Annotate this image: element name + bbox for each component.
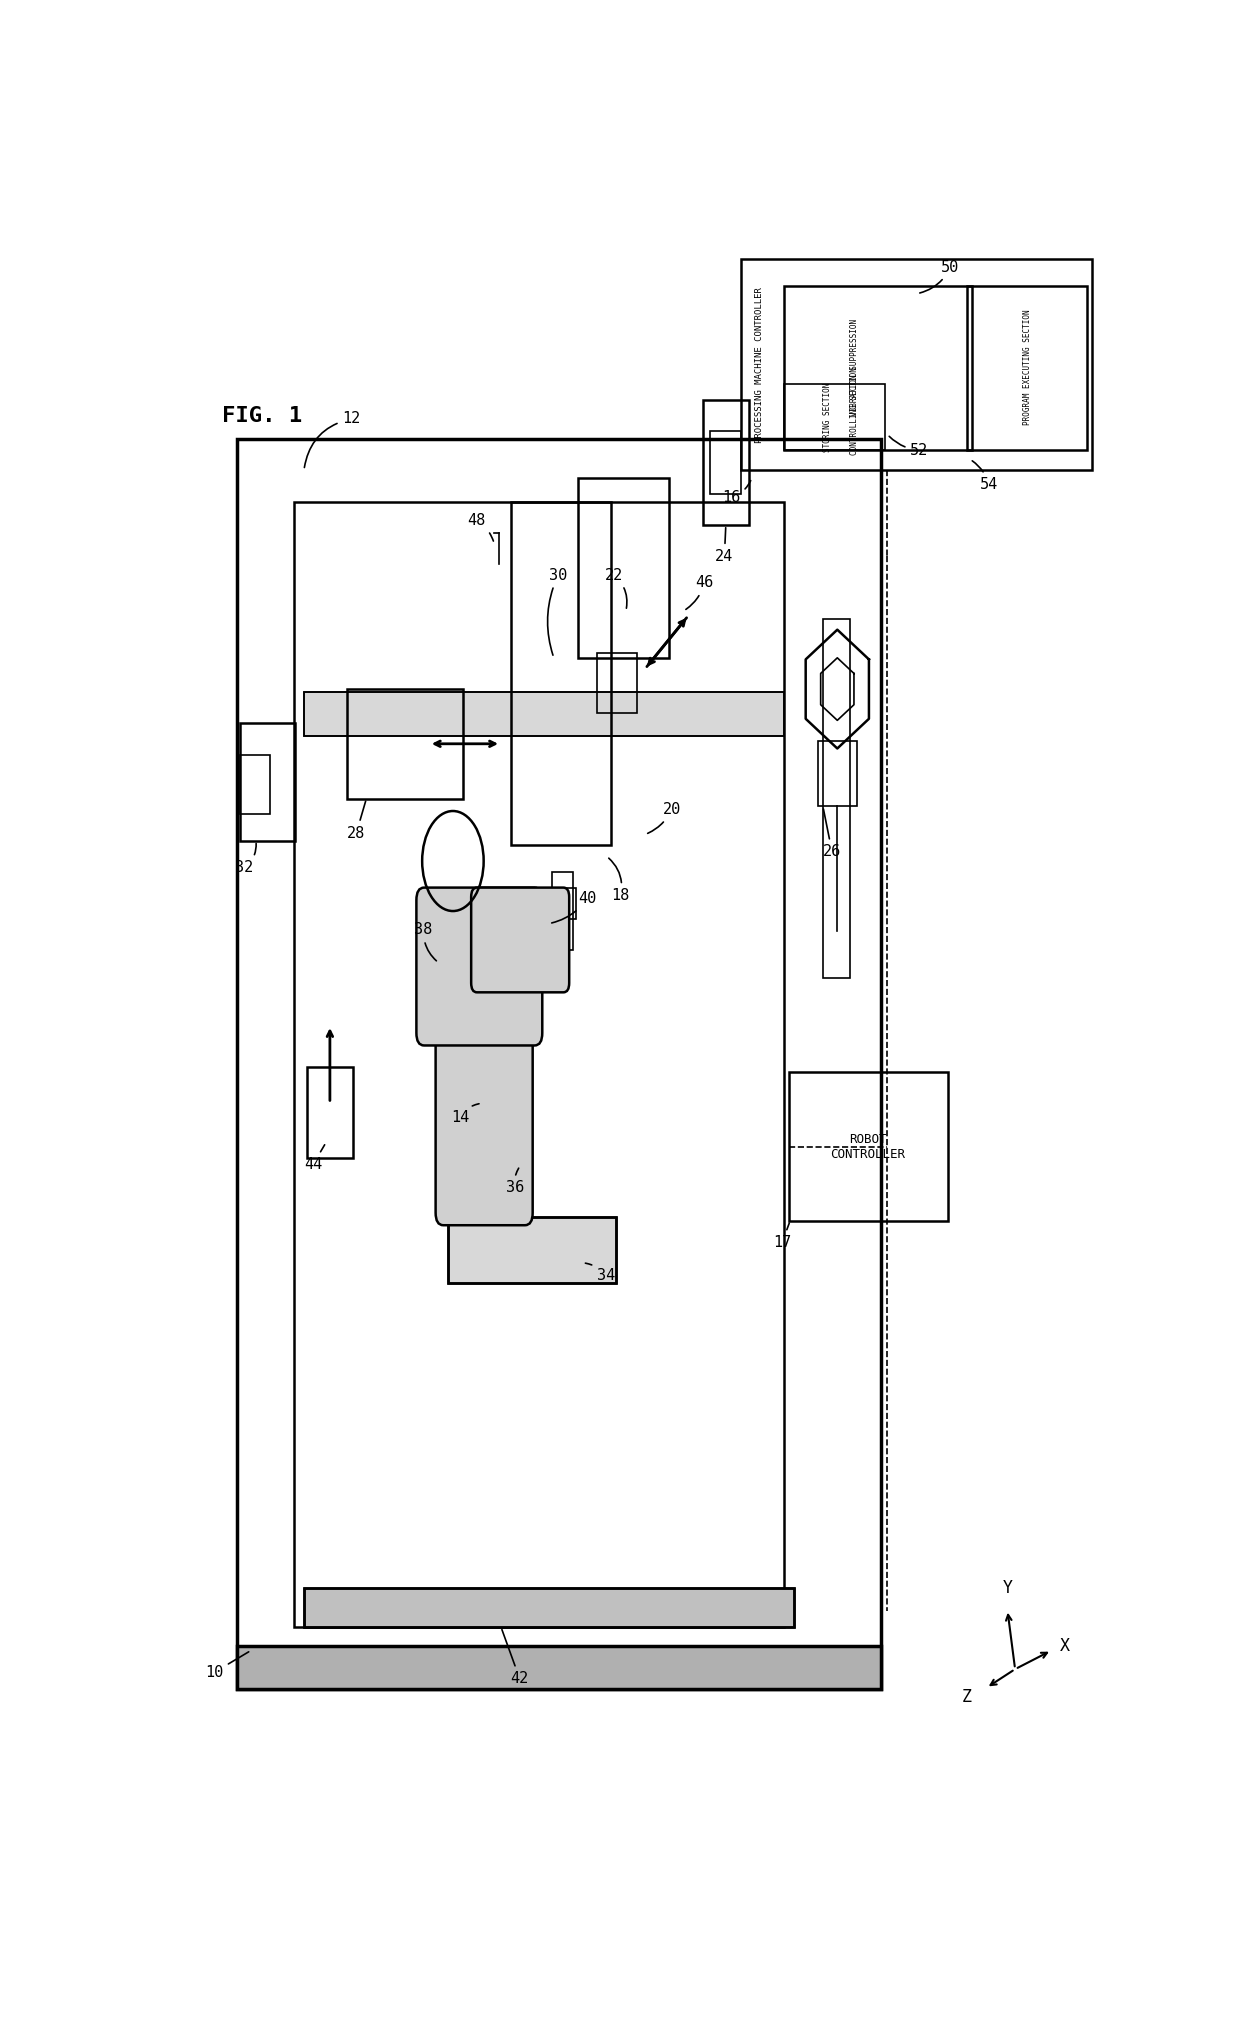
Bar — [304, 692, 785, 737]
FancyBboxPatch shape — [417, 887, 542, 1045]
Text: 17: 17 — [773, 1224, 791, 1250]
FancyBboxPatch shape — [435, 1021, 533, 1226]
Bar — [304, 1587, 794, 1626]
Text: 12: 12 — [304, 412, 361, 467]
Bar — [785, 286, 972, 451]
Text: CONTROLLING SECTION: CONTROLLING SECTION — [851, 367, 859, 455]
Text: VIBRATION SUPPRESSION: VIBRATION SUPPRESSION — [851, 319, 859, 416]
Text: STORING SECTION: STORING SECTION — [823, 382, 832, 453]
Bar — [294, 501, 785, 1626]
Bar — [539, 887, 575, 920]
Bar — [237, 1646, 880, 1689]
Bar — [703, 400, 749, 526]
Text: 26: 26 — [823, 810, 841, 859]
FancyBboxPatch shape — [471, 887, 569, 993]
Text: 52: 52 — [889, 436, 929, 457]
Bar — [578, 479, 670, 658]
Bar — [304, 692, 785, 737]
Bar — [711, 430, 742, 493]
Text: 22: 22 — [605, 568, 627, 609]
Bar — [448, 1218, 616, 1283]
Bar — [789, 1072, 947, 1220]
Bar — [742, 260, 1092, 471]
Text: X: X — [1060, 1636, 1070, 1654]
Bar — [239, 723, 295, 840]
Bar — [237, 438, 880, 1689]
Text: PROGRAM EXECUTING SECTION: PROGRAM EXECUTING SECTION — [1023, 309, 1032, 424]
Text: 16: 16 — [722, 481, 750, 505]
Bar — [304, 1587, 794, 1626]
Bar — [818, 741, 857, 806]
Text: 48: 48 — [467, 514, 494, 542]
Text: 18: 18 — [609, 859, 630, 903]
Text: 34: 34 — [585, 1263, 615, 1283]
Text: 28: 28 — [347, 802, 366, 840]
Bar — [448, 1218, 616, 1283]
Text: 54: 54 — [972, 461, 998, 491]
Text: 38: 38 — [414, 922, 436, 960]
Text: 40: 40 — [552, 891, 596, 924]
Text: 20: 20 — [647, 802, 681, 834]
Bar — [237, 1646, 880, 1689]
Text: 44: 44 — [304, 1145, 325, 1171]
Bar — [511, 501, 611, 844]
Bar — [967, 286, 1087, 451]
Text: ROBOT
CONTROLLER: ROBOT CONTROLLER — [831, 1133, 905, 1161]
Text: Y: Y — [1002, 1579, 1012, 1598]
Text: 10: 10 — [205, 1652, 249, 1681]
Text: 50: 50 — [920, 260, 960, 292]
Text: PROCESSING MACHINE CONTROLLER: PROCESSING MACHINE CONTROLLER — [755, 288, 764, 443]
Bar — [306, 1068, 353, 1157]
Bar — [552, 873, 573, 950]
Text: FIG. 1: FIG. 1 — [222, 406, 303, 426]
Text: 24: 24 — [715, 528, 734, 564]
Text: 30: 30 — [548, 568, 567, 656]
Bar — [785, 384, 885, 451]
Bar — [239, 755, 270, 814]
Text: 42: 42 — [502, 1630, 528, 1687]
Text: 46: 46 — [686, 574, 713, 609]
Bar — [347, 688, 463, 798]
Text: 36: 36 — [506, 1167, 525, 1196]
Bar — [596, 654, 637, 713]
Bar — [823, 619, 849, 978]
Text: 32: 32 — [234, 844, 257, 875]
Text: 14: 14 — [451, 1104, 479, 1125]
Text: Z: Z — [962, 1689, 972, 1707]
